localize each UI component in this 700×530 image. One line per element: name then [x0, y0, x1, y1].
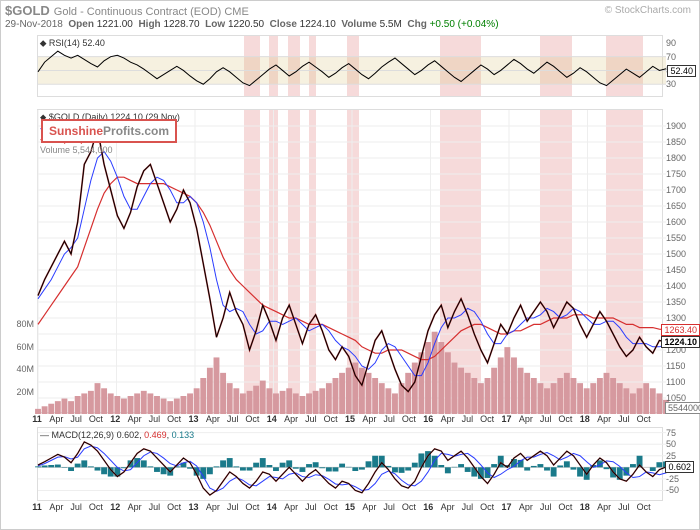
source-credit: © StockCharts.com: [605, 5, 691, 16]
ohlc-row: 29-Nov-2018 Open 1221.00 High 1228.70 Lo…: [5, 19, 695, 30]
rsi-legend: ⬥ RSI(14) 52.40: [40, 38, 105, 49]
chart-header: $GOLD Gold - Continuous Contract (EOD) C…: [5, 3, 695, 29]
vol-badge: 5544000: [665, 402, 700, 414]
chart-container: { "header": { "symbol": "$GOLD", "descri…: [0, 0, 700, 530]
watermark: SunshineProfits.com: [41, 119, 177, 143]
rsi-panel: ⬥ RSI(14) 52.40 30507090 52.40: [37, 35, 663, 97]
macd-legend: — MACD(12,26,9) 0.602, 0.469, 0.133: [40, 430, 194, 440]
close-badge: 1224.10: [661, 336, 700, 348]
macd-badge: 0.602: [665, 461, 694, 473]
rsi-plot: [38, 36, 662, 96]
chg-value: +0.50 (+0.04%): [430, 19, 499, 30]
price-panel: ⬥ $GOLD (Daily) 1224.10 (29 Nov) —MA(50)…: [37, 109, 663, 413]
symbol: $GOLD: [5, 3, 50, 18]
x-axis-bottom: 11AprJulOct12AprJulOct13AprJulOct14AprJu…: [37, 502, 663, 514]
rsi-badge: 52.40: [667, 65, 696, 77]
chart-date: 29-Nov-2018: [5, 19, 63, 30]
x-axis-top: 11AprJulOct12AprJulOct13AprJulOct14AprJu…: [37, 414, 663, 426]
ma200-badge: 1263.40: [661, 324, 700, 336]
description: Gold - Continuous Contract (EOD) CME: [54, 6, 249, 18]
macd-panel: — MACD(12,26,9) 0.602, 0.469, 0.133 -50-…: [37, 427, 663, 501]
